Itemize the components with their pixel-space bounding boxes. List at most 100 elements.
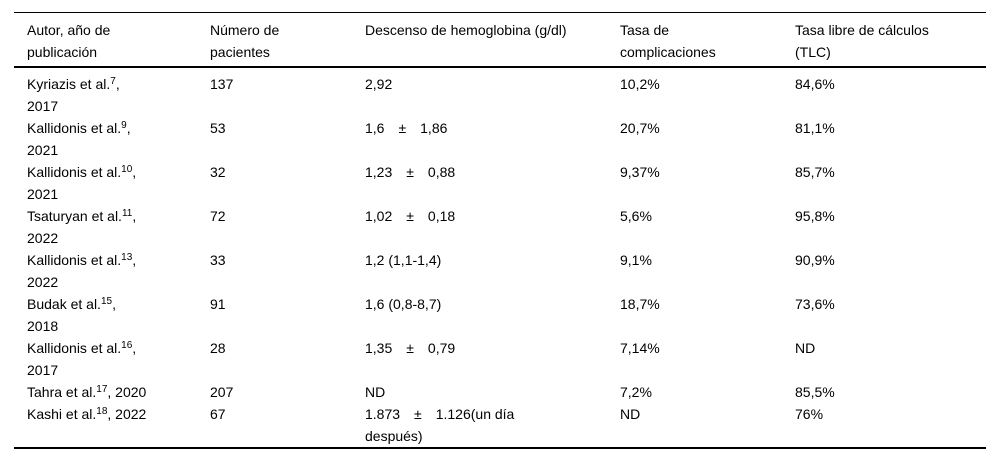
hemoglobin-value: 1,02 ± 0,18 bbox=[365, 208, 456, 224]
hemoglobin-value: 1,6 (0,8-8,7) bbox=[365, 296, 442, 312]
tlc-cell: 95,8% bbox=[795, 208, 835, 224]
header-patients-line1: Número de bbox=[210, 22, 280, 38]
author-reference-superscript: 15 bbox=[100, 296, 113, 307]
header-author-line1: Autor, año de bbox=[27, 22, 111, 38]
header-row: Autor, año de publicación Número de paci… bbox=[14, 12, 986, 68]
patients-cell: 207 bbox=[210, 384, 234, 400]
author-name: Kashi et al. bbox=[27, 406, 97, 422]
author-reference-superscript: 11 bbox=[121, 208, 133, 219]
patients-cell: 32 bbox=[210, 164, 226, 180]
hemoglobin-value: 1,2 (1,1-1,4) bbox=[365, 252, 442, 268]
complications-cell: ND bbox=[620, 406, 641, 422]
author-cell: Budak et al.15, 2018 bbox=[14, 293, 210, 337]
author-tail: , bbox=[132, 208, 137, 224]
author-year: 2021 bbox=[27, 186, 59, 202]
author-tail: , bbox=[132, 252, 137, 268]
hemoglobin-value: 2,92 bbox=[365, 76, 393, 92]
patients-cell: 91 bbox=[210, 296, 226, 312]
author-cell: Kashi et al.18, 2022 bbox=[14, 403, 210, 448]
tlc-cell: 85,5% bbox=[795, 384, 835, 400]
hemoglobin-value-line2: después) bbox=[365, 428, 423, 444]
author-cell: Kallidonis et al.10, 2021 bbox=[14, 161, 210, 205]
hemoglobin-value: ND bbox=[365, 384, 386, 400]
author-cell: Kallidonis et al.16, 2017 bbox=[14, 337, 210, 381]
author-cell: Kyriazis et al.7, 2017 bbox=[14, 67, 210, 117]
header-tlc-line1: Tasa libre de cálculos bbox=[795, 22, 929, 38]
hemoglobin-cell: 2,92 bbox=[365, 67, 620, 117]
hemoglobin-cell: 1,23 ± 0,88 bbox=[365, 161, 620, 205]
hemoglobin-cell: 1,35 ± 0,79 bbox=[365, 337, 620, 381]
tlc-cell: 85,7% bbox=[795, 164, 835, 180]
patients-cell: 72 bbox=[210, 208, 226, 224]
author-year: 2022 bbox=[27, 274, 59, 290]
hemoglobin-value: 1,35 ± 0,79 bbox=[365, 340, 456, 356]
table-body: Kyriazis et al.7, 2017 137 2,92 10,2% 84… bbox=[14, 67, 986, 448]
tlc-cell: 81,1% bbox=[795, 120, 835, 136]
hemoglobin-cell: 1,6 (0,8-8,7) bbox=[365, 293, 620, 337]
author-tail: , 2022 bbox=[107, 406, 147, 422]
author-cell: Kallidonis et al.9, 2021 bbox=[14, 117, 210, 161]
hemoglobin-cell: 1.873 ± 1.126(un día después) bbox=[365, 403, 620, 448]
author-reference-superscript: 13 bbox=[121, 252, 133, 263]
table-row: Tsaturyan et al.11, 2022 72 1,02 ± 0,18 … bbox=[14, 205, 986, 249]
tlc-cell: 90,9% bbox=[795, 252, 835, 268]
table-row: Kallidonis et al.16, 2017 28 1,35 ± 0,79… bbox=[14, 337, 986, 381]
patients-cell: 137 bbox=[210, 76, 234, 92]
table-header: Autor, año de publicación Número de paci… bbox=[14, 12, 986, 68]
complications-cell: 9,1% bbox=[620, 252, 652, 268]
author-year: 2017 bbox=[27, 98, 59, 114]
author-name: Budak et al. bbox=[27, 296, 101, 312]
table-row: Kyriazis et al.7, 2017 137 2,92 10,2% 84… bbox=[14, 67, 986, 117]
table-row: Kallidonis et al.10, 2021 32 1,23 ± 0,88… bbox=[14, 161, 986, 205]
patients-cell: 28 bbox=[210, 340, 226, 356]
author-name: Kallidonis et al. bbox=[27, 340, 122, 356]
patients-cell: 33 bbox=[210, 252, 226, 268]
studies-table-container: Autor, año de publicación Número de paci… bbox=[14, 12, 986, 449]
author-reference-superscript: 9 bbox=[121, 120, 127, 131]
header-author: Autor, año de publicación bbox=[14, 12, 210, 68]
header-hemoglobin-line1: Descenso de hemoglobina (g/dl) bbox=[365, 22, 567, 38]
complications-cell: 20,7% bbox=[620, 120, 660, 136]
complications-cell: 7,14% bbox=[620, 340, 660, 356]
author-year: 2021 bbox=[27, 142, 59, 158]
author-name: Kyriazis et al. bbox=[27, 76, 111, 92]
hemoglobin-cell: ND bbox=[365, 381, 620, 403]
author-year: 2022 bbox=[27, 230, 59, 246]
patients-cell: 53 bbox=[210, 120, 226, 136]
tlc-cell: 76% bbox=[795, 406, 824, 422]
hemoglobin-cell: 1,6 ± 1,86 bbox=[365, 117, 620, 161]
hemoglobin-cell: 1,02 ± 0,18 bbox=[365, 205, 620, 249]
author-reference-superscript: 10 bbox=[121, 164, 133, 175]
author-tail: , bbox=[132, 164, 137, 180]
header-complications: Tasa de complicaciones bbox=[620, 12, 795, 68]
author-reference-superscript: 17 bbox=[96, 384, 108, 395]
hemoglobin-value: 1,6 ± 1,86 bbox=[365, 120, 448, 136]
tlc-cell: 73,6% bbox=[795, 296, 835, 312]
hemoglobin-cell: 1,2 (1,1-1,4) bbox=[365, 249, 620, 293]
author-tail: , bbox=[126, 120, 131, 136]
header-tlc-line2: (TLC) bbox=[795, 44, 831, 60]
author-year: 2018 bbox=[27, 318, 59, 334]
table-row: Kallidonis et al.9, 2021 53 1,6 ± 1,86 2… bbox=[14, 117, 986, 161]
tlc-cell: 84,6% bbox=[795, 76, 835, 92]
header-patients: Número de pacientes bbox=[210, 12, 365, 68]
author-name: Tahra et al. bbox=[27, 384, 97, 400]
table-row: Tahra et al.17, 2020 207 ND 7,2% 85,5% bbox=[14, 381, 986, 403]
author-tail: , bbox=[132, 340, 137, 356]
author-reference-superscript: 18 bbox=[96, 406, 108, 417]
author-tail: , 2020 bbox=[107, 384, 147, 400]
author-tail: , bbox=[112, 296, 116, 312]
studies-comparison-table: Autor, año de publicación Número de paci… bbox=[14, 12, 986, 449]
complications-cell: 10,2% bbox=[620, 76, 660, 92]
tlc-cell: ND bbox=[795, 340, 816, 356]
author-tail: , bbox=[115, 76, 120, 92]
table-row: Kallidonis et al.13, 2022 33 1,2 (1,1-1,… bbox=[14, 249, 986, 293]
author-name: Kallidonis et al. bbox=[27, 164, 122, 180]
header-complications-line2: complicaciones bbox=[620, 44, 716, 60]
author-cell: Tsaturyan et al.11, 2022 bbox=[14, 205, 210, 249]
header-author-line2: publicación bbox=[27, 44, 98, 60]
complications-cell: 18,7% bbox=[620, 296, 660, 312]
header-hemoglobin: Descenso de hemoglobina (g/dl) bbox=[365, 12, 620, 68]
table-row: Kashi et al.18, 2022 67 1.873 ± 1.126(un… bbox=[14, 403, 986, 448]
author-reference-superscript: 7 bbox=[110, 76, 116, 87]
